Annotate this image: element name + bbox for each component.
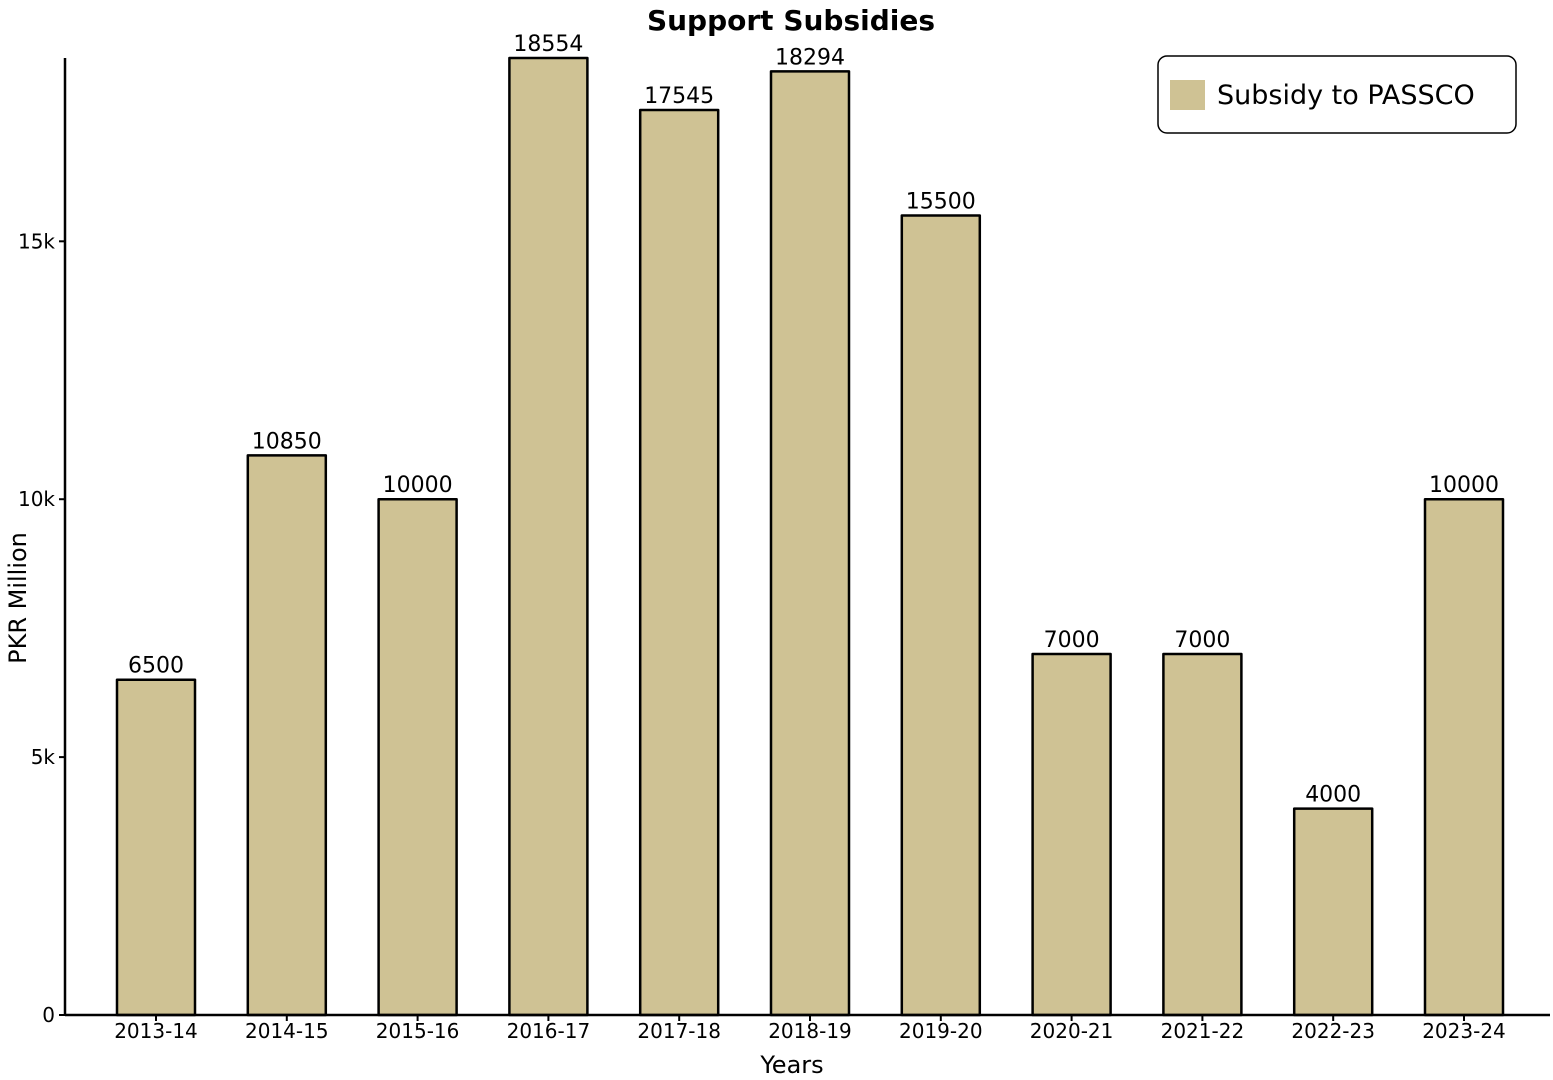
legend: Subsidy to PASSCO — [1157, 55, 1517, 134]
bars-group — [115, 56, 1505, 1017]
bar-2021-22 — [1162, 652, 1243, 1017]
y-tick-label-15k: 15k — [18, 229, 55, 253]
bar-2023-24 — [1423, 497, 1505, 1017]
bar-2014-15 — [246, 454, 328, 1017]
x-tick-label-2019-20: 2019-20 — [899, 1019, 983, 1043]
x-tick-label-2016-17: 2016-17 — [507, 1019, 591, 1043]
x-axis-label: Years — [759, 1051, 823, 1079]
bar-2018-19 — [769, 70, 851, 1017]
chart-title: Support Subsidies — [647, 4, 935, 37]
bar-2017-18 — [638, 108, 720, 1017]
x-tick-labels-group: 2013-14 2014-15 2015-16 2016-17 2017-18 2018-… — [114, 1015, 1506, 1043]
data-label-2018-19: 18294 — [775, 45, 845, 70]
y-tick-label-0: 0 — [42, 1003, 55, 1027]
data-label-2017-18: 17545 — [644, 84, 714, 109]
y-tick-label-5k: 5k — [31, 745, 56, 769]
bar-2022-23 — [1292, 807, 1374, 1017]
legend-label: Subsidy to PASSCO — [1217, 80, 1475, 111]
data-label-2021-22: 7000 — [1174, 628, 1230, 653]
y-tick-labels-group: 0 5k 10k 15k — [18, 229, 65, 1027]
data-label-2014-15: 10850 — [252, 429, 322, 454]
data-label-2022-23: 4000 — [1305, 783, 1361, 808]
x-tick-label-2013-14: 2013-14 — [114, 1019, 198, 1043]
x-tick-label-2017-18: 2017-18 — [637, 1019, 721, 1043]
x-tick-label-2014-15: 2014-15 — [245, 1019, 329, 1043]
data-label-2020-21: 7000 — [1044, 628, 1100, 653]
x-tick-label-2022-23: 2022-23 — [1291, 1019, 1375, 1043]
legend-swatch — [1170, 80, 1205, 110]
x-tick-label-2023-24: 2023-24 — [1422, 1019, 1506, 1043]
bar-2016-17 — [508, 56, 589, 1017]
x-tick-label-2015-16: 2015-16 — [376, 1019, 460, 1043]
y-axis-label: PKR Million — [4, 532, 32, 664]
bar-2020-21 — [1031, 652, 1112, 1017]
legend-box — [1157, 55, 1517, 134]
x-tick-label-2020-21: 2020-21 — [1030, 1019, 1114, 1043]
value-labels-group: 6500 10850 10000 18554 17545 18294 15500 7000 70… — [128, 32, 1499, 808]
data-label-2019-20: 15500 — [906, 190, 976, 215]
data-label-2015-16: 10000 — [383, 473, 453, 498]
x-tick-label-2021-22: 2021-22 — [1161, 1019, 1245, 1043]
data-label-2013-14: 6500 — [128, 654, 184, 679]
data-label-2016-17: 18554 — [513, 32, 583, 57]
y-tick-label-10k: 10k — [18, 487, 55, 511]
bar-2015-16 — [377, 497, 458, 1017]
x-tick-label-2018-19: 2018-19 — [768, 1019, 852, 1043]
bar-2019-20 — [900, 214, 982, 1017]
data-label-2023-24: 10000 — [1429, 473, 1499, 498]
bar-2013-14 — [115, 678, 197, 1017]
